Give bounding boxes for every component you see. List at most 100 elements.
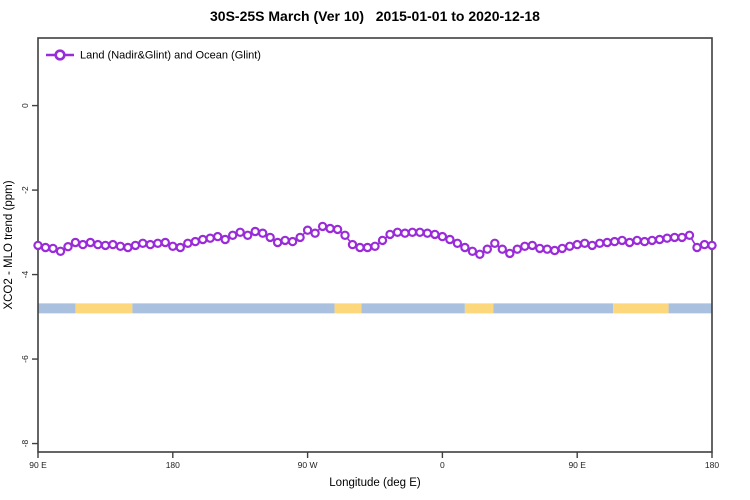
data-point — [370, 241, 380, 251]
data-point — [183, 238, 193, 248]
data-point — [557, 243, 567, 254]
data-point — [145, 239, 155, 250]
data-point — [624, 237, 635, 248]
data-point — [430, 229, 440, 240]
x-tick-label: 90 W — [298, 460, 318, 470]
data-point — [632, 235, 642, 246]
band-segment-yellow — [464, 303, 494, 314]
data-point — [535, 243, 545, 254]
band-segment-blue — [361, 303, 465, 314]
data-point — [452, 238, 463, 248]
data-point — [692, 242, 702, 253]
data-point — [542, 244, 552, 254]
band-segment-blue — [668, 303, 712, 314]
surface-type-band — [38, 303, 712, 314]
data-point — [647, 235, 657, 246]
x-tick-label: 0 — [440, 460, 445, 470]
data-point — [422, 228, 433, 238]
data-point — [235, 227, 245, 237]
axes-layer: 90 E 180 90 W 0 90 E 180 0 -2 -4 -6 -8 — [20, 37, 719, 470]
data-point — [482, 244, 492, 254]
data-point — [467, 246, 478, 256]
chart-title: 30S-25S March (Ver 10) 2015-01-01 to 202… — [210, 8, 540, 24]
data-point — [138, 238, 148, 248]
data-point — [565, 241, 575, 251]
data-point — [415, 227, 425, 237]
y-tick-label: -6 — [20, 355, 30, 363]
data-point — [175, 242, 185, 253]
legend-open-circle-icon — [54, 49, 66, 61]
data-point — [310, 228, 320, 238]
data-point — [505, 248, 515, 259]
data-point — [580, 238, 590, 248]
y-tick-label: -2 — [20, 186, 30, 194]
y-axis-label: XCO2 - MLO trend (ppm) — [3, 180, 15, 309]
y-tick-label: -4 — [20, 271, 30, 279]
data-point — [265, 232, 275, 243]
data-point — [212, 231, 223, 242]
data-point — [355, 242, 365, 253]
data-point — [153, 238, 163, 248]
data-point — [662, 233, 672, 243]
data-point — [55, 246, 66, 256]
data-point — [400, 228, 410, 238]
data-series-land-ocean — [33, 221, 717, 259]
data-point — [377, 235, 388, 246]
x-tick-label: 180 — [705, 460, 719, 470]
data-point — [168, 241, 178, 251]
data-point — [100, 240, 111, 251]
data-point — [40, 242, 51, 253]
data-point — [595, 238, 605, 248]
data-point — [520, 241, 530, 251]
data-point — [85, 237, 96, 248]
data-point — [445, 234, 455, 245]
data-point — [115, 241, 126, 251]
data-point — [490, 238, 500, 248]
x-tick-label: 90 E — [29, 460, 47, 470]
data-point — [347, 239, 358, 250]
data-point — [512, 244, 523, 254]
band-segment-blue — [38, 303, 76, 314]
band-segment-blue — [493, 303, 614, 314]
data-point — [63, 241, 73, 252]
legend: Land (Nadir&Glint) and Ocean (Glint) — [46, 49, 261, 62]
data-point — [699, 239, 710, 250]
data-point — [684, 230, 695, 240]
data-point — [302, 225, 313, 235]
data-point — [70, 237, 81, 248]
data-point — [123, 242, 133, 253]
data-point — [707, 240, 717, 251]
data-point — [220, 234, 230, 245]
data-point — [572, 239, 582, 250]
data-point — [205, 233, 215, 243]
data-point — [250, 226, 260, 237]
x-tick-label: 90 E — [568, 460, 586, 470]
band-segment-yellow — [613, 303, 669, 314]
data-point — [190, 236, 200, 247]
data-point — [407, 227, 418, 237]
data-point — [295, 232, 305, 243]
y-tick-label: -8 — [20, 440, 30, 448]
data-point — [437, 231, 448, 242]
data-point — [227, 230, 238, 240]
data-point — [287, 236, 298, 247]
data-point — [654, 234, 665, 245]
data-point — [392, 227, 403, 237]
data-point — [602, 237, 612, 248]
data-point — [340, 230, 350, 240]
band-segment-blue — [132, 303, 335, 314]
data-point — [78, 239, 88, 250]
data-point — [198, 234, 208, 245]
data-point — [48, 243, 58, 254]
data-point — [550, 245, 560, 256]
band-segment-yellow — [334, 303, 362, 314]
data-point — [258, 228, 268, 238]
x-axis-label: Longitude (deg E) — [329, 477, 421, 489]
data-point — [130, 240, 141, 251]
data-point — [497, 244, 507, 254]
data-point — [108, 239, 118, 250]
data-point — [272, 237, 283, 248]
data-point — [280, 235, 290, 246]
